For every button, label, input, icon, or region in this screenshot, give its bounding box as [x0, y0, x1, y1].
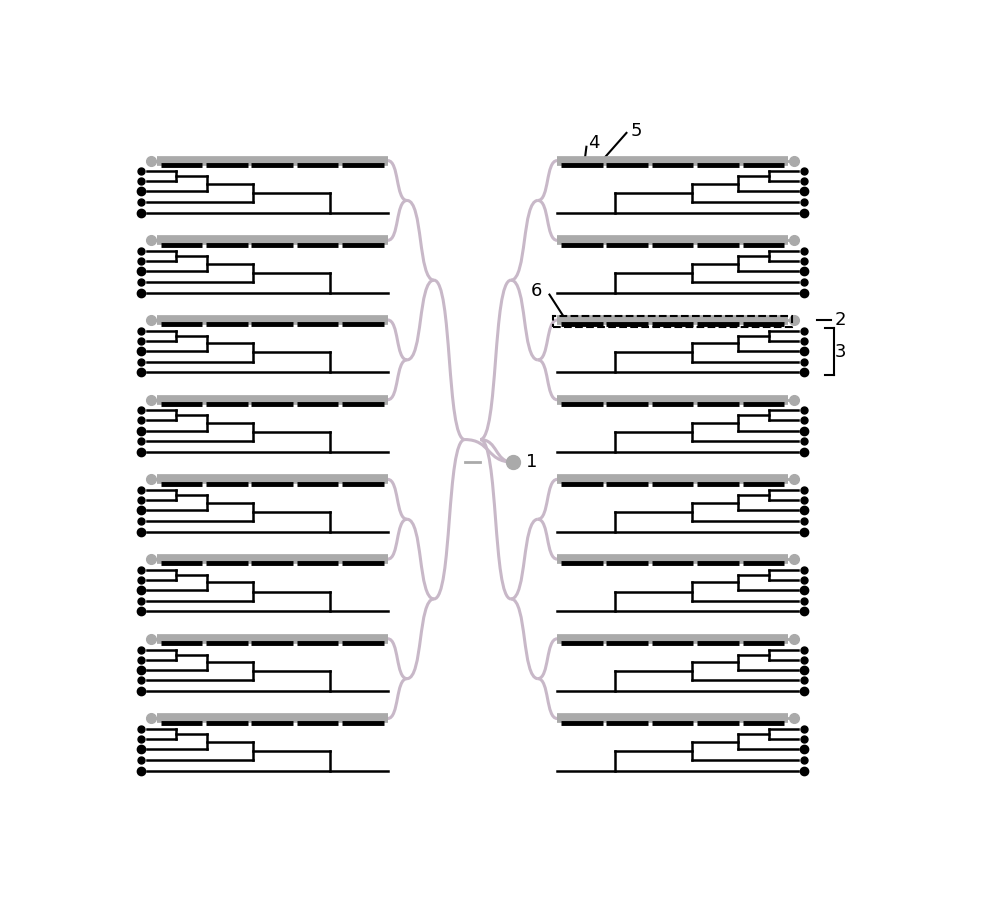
Text: 3: 3: [834, 342, 846, 361]
Text: 2: 2: [834, 311, 846, 329]
Text: 4: 4: [588, 134, 600, 152]
Text: 1: 1: [526, 453, 538, 471]
Text: 5: 5: [630, 123, 642, 140]
Text: 6: 6: [530, 282, 542, 300]
Bar: [553, 316, 792, 328]
